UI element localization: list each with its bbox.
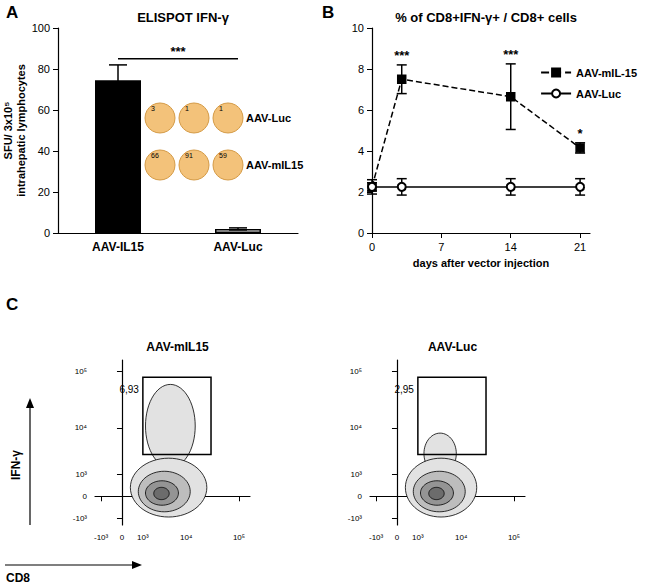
svg-text:0: 0 [120,533,125,542]
svg-text:66: 66 [151,152,159,159]
svg-text:3: 3 [151,105,155,112]
svg-text:AAV-IL15: AAV-IL15 [92,240,144,254]
svg-text:6,93: 6,93 [119,384,139,395]
svg-text:AAV-mIL15: AAV-mIL15 [146,340,209,354]
svg-text:SFU/ 3x10⁵: SFU/ 3x10⁵ [2,102,14,160]
svg-text:40: 40 [38,145,50,157]
svg-text:AAV-mIL15: AAV-mIL15 [246,159,303,171]
svg-text:10³: 10³ [137,533,149,542]
svg-text:-10³: -10³ [73,514,88,523]
svg-text:10⁵: 10⁵ [233,533,245,542]
svg-text:0: 0 [358,492,363,501]
svg-text:80: 80 [38,63,50,75]
svg-text:AAV-Luc: AAV-Luc [428,340,477,354]
svg-text:1: 1 [219,105,223,112]
svg-text:0: 0 [369,241,375,253]
svg-text:AAV-mIL-15: AAV-mIL-15 [576,67,637,79]
svg-text:AAV-Luc: AAV-Luc [576,88,621,100]
svg-text:6: 6 [358,104,364,116]
svg-text:14: 14 [505,241,517,253]
svg-text:10⁵: 10⁵ [75,367,87,376]
svg-text:*: * [578,126,584,141]
svg-text:B: B [322,3,334,22]
svg-text:C: C [6,295,18,314]
svg-text:10³: 10³ [412,533,424,542]
svg-text:AAV-Luc: AAV-Luc [213,240,262,254]
svg-text:1: 1 [185,105,189,112]
svg-text:10⁵: 10⁵ [508,533,520,542]
svg-text:ELISPOT IFN-γ: ELISPOT IFN-γ [137,10,230,25]
svg-text:2: 2 [358,186,364,198]
svg-text:10: 10 [352,22,364,34]
svg-text:10⁴: 10⁴ [180,533,193,542]
svg-text:8: 8 [358,63,364,75]
svg-text:CD8: CD8 [6,571,30,585]
svg-text:10⁴: 10⁴ [75,423,88,432]
svg-text:intrahepatic lymphocytes: intrahepatic lymphocytes [15,64,27,197]
svg-text:A: A [6,3,18,22]
svg-text:2,95: 2,95 [394,384,414,395]
svg-text:7: 7 [438,241,444,253]
svg-text:***: *** [503,47,519,62]
svg-text:0: 0 [358,227,364,239]
svg-text:AAV-Luc: AAV-Luc [246,112,291,124]
svg-text:-10³: -10³ [369,533,384,542]
svg-text:-10³: -10³ [94,533,109,542]
svg-text:days after vector injection: days after vector injection [413,257,550,269]
svg-text:10³: 10³ [350,470,362,479]
svg-text:0: 0 [44,227,50,239]
svg-text:***: *** [170,44,186,59]
svg-text:10⁴: 10⁴ [455,533,468,542]
svg-text:59: 59 [219,152,227,159]
svg-text:% of CD8+IFN-γ+ / CD8+ cells: % of CD8+IFN-γ+ / CD8+ cells [395,10,577,25]
svg-text:20: 20 [38,186,50,198]
svg-text:IFN-γ: IFN-γ [9,450,23,480]
svg-text:10⁵: 10⁵ [350,367,362,376]
svg-text:91: 91 [185,152,193,159]
svg-text:***: *** [394,48,410,63]
svg-text:10³: 10³ [75,470,87,479]
svg-text:0: 0 [83,492,88,501]
svg-text:4: 4 [358,145,364,157]
svg-text:21: 21 [574,241,586,253]
svg-text:100: 100 [32,22,50,34]
svg-text:60: 60 [38,104,50,116]
svg-text:-10³: -10³ [348,514,363,523]
svg-text:10⁴: 10⁴ [350,423,363,432]
svg-text:0: 0 [395,533,400,542]
